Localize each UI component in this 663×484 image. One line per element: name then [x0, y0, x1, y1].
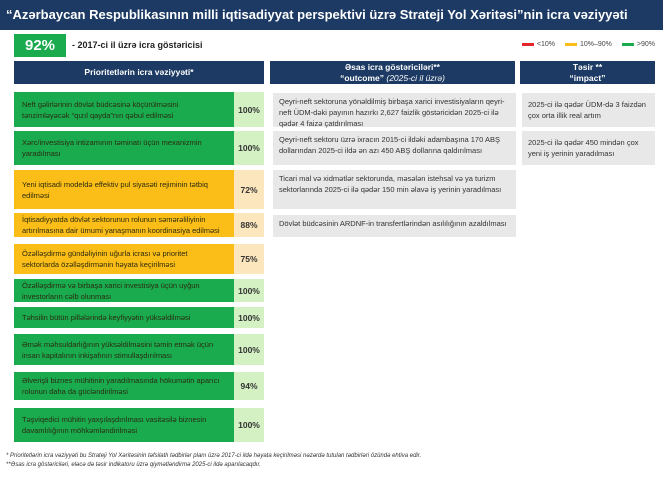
priority-row: Əlverişli biznes mühitinin yaradılmasınd… [14, 372, 234, 400]
priority-percent: 100% [234, 307, 264, 328]
priority-percent: 100% [234, 279, 264, 302]
outcome-box: Qeyri-neft sektoruna yönəldilmiş birbaşa… [273, 93, 516, 128]
legend-label: 10%–90% [579, 41, 612, 48]
legend-swatch [564, 43, 577, 46]
priority-row: Neft gəlirlərinin dövlət büdcəsinə köçür… [14, 92, 234, 127]
footnotes: * Prioritetlərin icra vəziyyəti bu Strat… [6, 452, 656, 470]
priority-row: Təşviqedici mühitin yaxşılaşdırılması va… [14, 408, 234, 442]
footnote: * Prioritetlərin icra vəziyyəti bu Strat… [6, 453, 422, 459]
priority-row: Təhsilin bütün pillələrində keyfiyyətin … [14, 307, 234, 328]
header-text: Təsir ** [572, 61, 603, 72]
priority-row: Özəlləşdirmə gündəliyinin uğurla icrası … [14, 244, 234, 274]
header-outcome: Əsas icra göstəriciləri** “outcome” (2025… [270, 61, 515, 84]
priority-row: Yeni iqtisadi modeldə effektiv pul siyas… [14, 170, 234, 209]
impact-box: 2025-ci ilə qədər ÜDM-də 3 faizdən çox o… [522, 93, 655, 127]
header-priorities: Prioritetlərin icra vəziyyəti* [14, 61, 264, 84]
progress-label: - 2017-ci il üzrə icra göstəricisi [72, 40, 203, 50]
priority-row: Əmək məhsuldarlığının yüksəldilməsini tə… [14, 334, 234, 365]
legend-label: <10% [536, 41, 555, 48]
priority-percent: 100% [234, 334, 264, 365]
outcome-box: Qeyri-neft sektoru üzrə ixracın 2015-ci … [273, 131, 516, 165]
priority-row: Özəlləşdirmə və birbaşa xarici investisi… [14, 279, 234, 302]
page-title: “Azərbaycan Respublikasının milli iqtisa… [0, 0, 663, 30]
header-subtext: (2025-ci il üzrə) [386, 72, 445, 83]
legend-red: <10% [521, 41, 555, 48]
priority-row: İqtisadiyyatda dövlət sektorunun rolunun… [14, 213, 234, 237]
header-text: Əsas icra göstəriciləri** [344, 61, 440, 72]
legend: <10% 10%–90% >90% [521, 41, 655, 48]
overall-progress-badge: 92% [14, 34, 66, 57]
legend-green: >90% [621, 41, 655, 48]
legend-label: >90% [636, 41, 655, 48]
header-text: “outcome” [340, 72, 384, 83]
priority-percent: 75% [234, 244, 264, 274]
priority-percent: 72% [234, 170, 264, 209]
outcome-box: Dövlət büdcəsinin ARDNF-in transfertləri… [273, 215, 516, 237]
priority-row: Xərc/investisiya intizamının təminatı üç… [14, 131, 234, 165]
priority-percent: 94% [234, 372, 264, 400]
header-impact: Təsir ** “impact” [520, 61, 655, 84]
header-text: Prioritetlərin icra vəziyyəti* [84, 67, 194, 77]
legend-orange: 10%–90% [564, 41, 612, 48]
outcome-box: Ticari mal və xidmətlər sektorunda, məsə… [273, 170, 516, 209]
footnote: **Əsas icra göstəriciləri, eləcə də təsi… [6, 462, 261, 468]
legend-swatch [621, 43, 634, 46]
legend-swatch [521, 43, 534, 46]
priority-percent: 100% [234, 92, 264, 127]
impact-box: 2025-ci ilə qədər 450 mindən çox yeni iş… [522, 131, 655, 165]
priority-percent: 100% [234, 408, 264, 442]
priority-percent: 88% [234, 213, 264, 237]
header-text: “impact” [569, 72, 606, 83]
priority-percent: 100% [234, 131, 264, 165]
